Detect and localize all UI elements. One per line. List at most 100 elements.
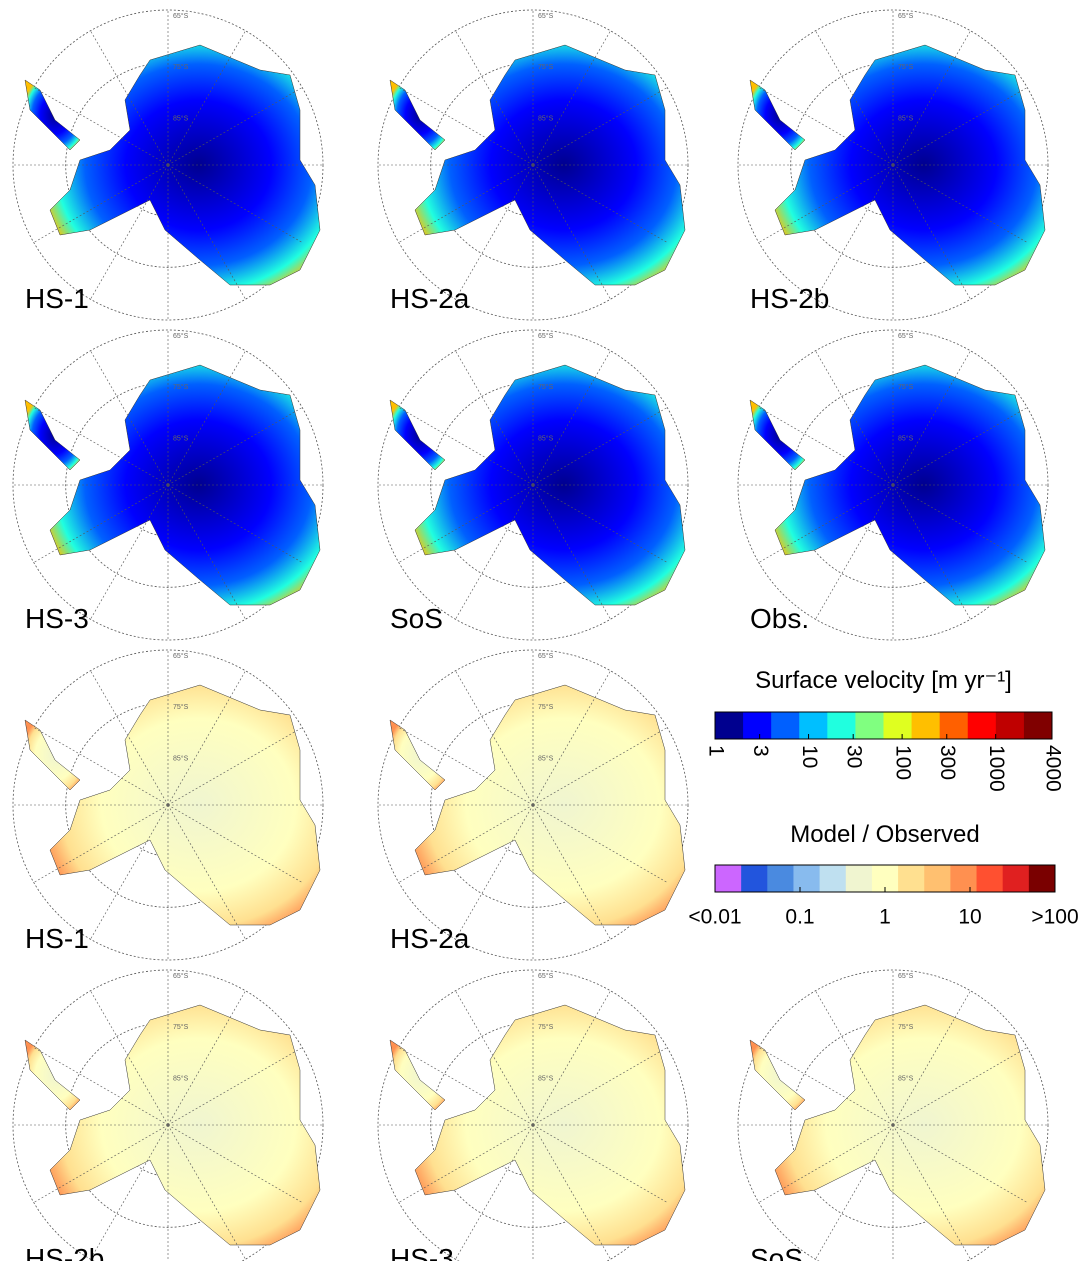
meridian: [455, 1124, 534, 1260]
meridian: [398, 484, 534, 563]
colorbar-tick-label: 10: [958, 906, 981, 929]
meridian: [167, 727, 303, 806]
meridian: [758, 484, 894, 563]
meridian: [815, 350, 894, 486]
meridian: [33, 407, 169, 486]
meridian: [398, 1047, 534, 1126]
map-frame: [377, 969, 689, 1261]
meridian: [398, 727, 534, 806]
lat-label: 65°S: [173, 652, 189, 660]
meridian: [455, 990, 534, 1126]
peninsula: [749, 1039, 806, 1111]
panel-label: HS-2b: [750, 283, 829, 314]
lat-label: 85°S: [173, 114, 189, 122]
colorbar-swatch: [883, 712, 913, 739]
peninsula: [24, 399, 81, 471]
map-frame: [12, 969, 324, 1261]
meridian: [892, 164, 971, 300]
meridian: [532, 484, 611, 620]
lat-label: 85°S: [173, 1074, 189, 1082]
panel-label: HS-2b: [25, 1243, 104, 1261]
meridian: [455, 30, 534, 166]
meridian: [892, 1047, 1028, 1126]
meridian: [33, 164, 169, 243]
meridian: [532, 30, 611, 166]
meridian: [167, 484, 303, 563]
lat-label: 85°S: [898, 114, 914, 122]
meridian: [892, 990, 971, 1126]
lat-label: 85°S: [538, 114, 554, 122]
colorbar-swatch: [939, 712, 969, 739]
lat-label: 75°S: [173, 1023, 189, 1031]
meridian: [892, 1124, 1028, 1203]
lat-label: 75°S: [898, 63, 914, 71]
colorbar-swatch: [767, 865, 794, 892]
lat-label: 65°S: [898, 972, 914, 980]
map-panel: 65°S 75°S 85°S SoS: [377, 329, 689, 641]
meridian: [33, 804, 169, 883]
meridian: [33, 484, 169, 563]
meridian: [532, 407, 668, 486]
panel-label: HS-1: [25, 283, 89, 314]
meridian: [398, 1124, 534, 1203]
map-panel: 65°S 75°S 85°S Obs.: [737, 329, 1049, 641]
meridian: [455, 670, 534, 806]
meridian: [815, 990, 894, 1126]
colorbar-tick-label: <0.01: [688, 906, 741, 929]
lat-label: 75°S: [898, 1023, 914, 1031]
map-frame: [737, 329, 1049, 641]
meridian: [892, 350, 971, 486]
panel-label: Obs.: [750, 603, 809, 634]
meridian: [758, 164, 894, 243]
colorbar-swatch: [911, 712, 941, 739]
meridian: [167, 484, 246, 620]
meridian: [892, 484, 971, 620]
meridian: [90, 804, 169, 940]
meridian: [167, 990, 246, 1126]
lat-label: 75°S: [538, 703, 554, 711]
meridian: [167, 164, 303, 243]
map-panel: 65°S 75°S 85°S HS-2b: [12, 969, 324, 1261]
lat-label: 65°S: [898, 12, 914, 20]
colorbar-frame: [714, 711, 1053, 740]
colorbar-tick-label: 100: [892, 745, 915, 780]
colorbar-swatch: [1002, 865, 1030, 892]
meridian: [167, 804, 246, 940]
panel-label: SoS: [750, 1243, 803, 1261]
map-panel: 65°S 75°S 85°S HS-2a: [377, 9, 689, 321]
meridian: [90, 30, 169, 166]
lat-label: 85°S: [538, 434, 554, 442]
peninsula: [24, 719, 81, 791]
colorbar-swatch: [967, 712, 997, 739]
meridian: [90, 350, 169, 486]
colorbar-swatch: [715, 712, 744, 739]
lat-label: 65°S: [898, 332, 914, 340]
meridian: [532, 804, 611, 940]
meridian: [167, 350, 246, 486]
lat-label: 75°S: [538, 63, 554, 71]
meridian: [815, 164, 894, 300]
map-panel: 65°S 75°S 85°S HS-2a: [377, 649, 689, 961]
map-frame: [377, 9, 689, 321]
colorbar-tick-label: 0.1: [785, 906, 814, 929]
map-panel: 65°S 75°S 85°S HS-3: [12, 329, 324, 641]
meridian: [892, 1124, 971, 1260]
lat-label: 65°S: [538, 332, 554, 340]
meridian: [167, 804, 303, 883]
meridian: [815, 1124, 894, 1260]
peninsula: [749, 399, 806, 471]
panel-label: HS-3: [25, 603, 89, 634]
meridian: [532, 164, 668, 243]
peninsula: [24, 1039, 81, 1111]
lat-label: 75°S: [898, 383, 914, 391]
meridian: [532, 350, 611, 486]
map-panel: 65°S 75°S 85°S HS-1: [12, 9, 324, 321]
map-frame: [377, 329, 689, 641]
colorbar-swatch: [743, 712, 772, 739]
meridian: [892, 164, 1028, 243]
map-frame: [737, 969, 1049, 1261]
colorbar-swatch: [771, 712, 800, 739]
colorbar-tick-label: 10: [798, 745, 821, 768]
meridian: [167, 87, 303, 166]
